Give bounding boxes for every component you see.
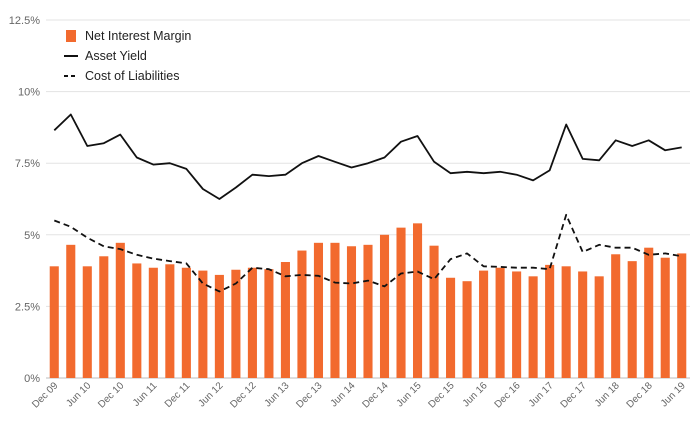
x-tick-label: Dec 14	[360, 380, 390, 410]
nim-bar	[611, 254, 621, 378]
y-tick-label: 0%	[24, 373, 40, 385]
legend-label: Cost of Liabilities	[85, 69, 180, 83]
x-tick-label: Jun 12	[196, 380, 225, 409]
x-tick-label: Dec 10	[96, 380, 126, 410]
nim-bar	[247, 267, 257, 378]
nim-bar	[627, 261, 637, 378]
x-tick-label: Jun 18	[593, 380, 622, 409]
y-axis-ticks: 0% 2.5% 5% 7.5% 10% 12.5%	[9, 15, 40, 385]
x-tick-label: Jun 14	[329, 380, 358, 409]
y-tick-label: 12.5%	[9, 15, 40, 27]
nim-bar	[99, 256, 109, 378]
nim-bar	[115, 242, 125, 378]
x-axis-ticks: Dec 09 Jun 10 Dec 10 Jun 11 Dec 11 Jun 12 Dec …	[30, 380, 688, 410]
nim-bar	[479, 270, 489, 378]
x-tick-label: Jun 19	[659, 380, 688, 409]
nim-bar	[545, 264, 555, 378]
x-tick-label: Dec 12	[228, 380, 258, 410]
nim-bar	[280, 262, 290, 378]
asset-yield-line	[53, 113, 682, 200]
x-tick-label: Jun 16	[461, 380, 490, 409]
nim-bar	[429, 245, 439, 378]
legend-label: Asset Yield	[85, 49, 147, 63]
nim-bar	[660, 257, 670, 378]
nim-bar	[165, 264, 175, 378]
nim-bar	[264, 269, 274, 378]
nim-bar	[363, 244, 373, 378]
nim-bar	[561, 266, 571, 378]
x-tick-label: Jun 15	[395, 380, 424, 409]
legend: Net Interest Margin Asset Yield Cost of Li…	[64, 29, 191, 83]
legend-swatch-bar	[66, 30, 76, 42]
nim-bar	[379, 234, 390, 378]
nim-bar	[313, 242, 324, 378]
x-tick-label: Dec 13	[294, 380, 324, 410]
nim-bar	[412, 223, 423, 378]
legend-label: Net Interest Margin	[85, 29, 191, 43]
y-tick-label: 5%	[24, 230, 40, 242]
line-series	[53, 113, 682, 293]
nim-bar	[132, 263, 142, 378]
nim-bar	[396, 227, 406, 378]
cost-of-liabilities-line	[53, 213, 682, 293]
nim-bar	[231, 269, 241, 378]
x-tick-label: Dec 18	[625, 380, 655, 410]
y-tick-label: 7.5%	[15, 158, 40, 170]
y-tick-label: 10%	[18, 87, 40, 99]
nim-bar	[462, 281, 472, 378]
nim-bar	[528, 276, 538, 378]
nim-bar	[594, 276, 604, 378]
x-tick-label: Jun 17	[527, 380, 556, 409]
nim-bar	[677, 253, 687, 378]
nim-bar	[214, 274, 224, 378]
nim-bar	[198, 270, 208, 378]
x-tick-label: Dec 15	[427, 380, 457, 410]
nim-bar	[346, 246, 357, 378]
nim-bar	[644, 247, 654, 378]
nim-bar	[495, 267, 505, 378]
bar-series	[49, 223, 687, 378]
nim-bar	[512, 271, 522, 378]
y-tick-label: 2.5%	[15, 301, 40, 313]
nim-bar	[297, 250, 307, 378]
x-tick-label: Jun 13	[263, 380, 292, 409]
nim-bar	[578, 271, 588, 378]
x-tick-label: Dec 16	[493, 380, 523, 410]
x-tick-label: Dec 17	[559, 380, 589, 410]
x-tick-label: Jun 11	[131, 380, 160, 409]
nim-bar	[82, 266, 92, 378]
nim-bar	[49, 266, 59, 378]
nim-bar	[181, 267, 191, 378]
x-tick-label: Dec 11	[163, 380, 193, 410]
nim-bar	[446, 277, 456, 378]
nim-bar	[148, 267, 158, 378]
nim-bar	[66, 244, 76, 378]
nim-bar	[330, 242, 340, 378]
x-tick-label: Jun 10	[64, 380, 93, 409]
